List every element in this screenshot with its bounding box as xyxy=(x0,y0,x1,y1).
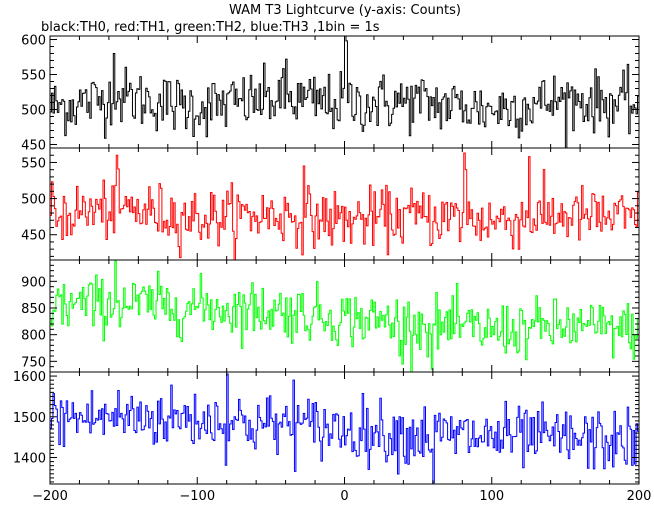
panel-th2: 750 800 850 900 xyxy=(21,259,640,373)
x-tick-label: 200 xyxy=(627,489,652,504)
x-tick-label: 100 xyxy=(479,489,504,504)
x-axis: −200 −100 0 100 200 xyxy=(32,489,651,504)
chart-title: WAM T3 Lightcurve (y-axis: Counts) xyxy=(229,3,461,18)
y-tick-label: 600 xyxy=(21,34,46,49)
x-tick-label: −100 xyxy=(179,489,215,504)
series-line-th3 xyxy=(50,373,639,484)
panel-frame xyxy=(49,259,640,373)
y-tick-label: 500 xyxy=(21,104,46,119)
chart-subtitle: black:TH0, red:TH1, green:TH2, blue:TH3 … xyxy=(41,20,380,35)
series-line-th2 xyxy=(50,260,639,372)
y-tick-label: 1400 xyxy=(13,452,46,467)
series-line-th1 xyxy=(50,152,639,260)
y-tick-label: 500 xyxy=(21,193,46,208)
panel-th3: 1400 1500 1600 xyxy=(13,370,640,485)
y-tick-label: 900 xyxy=(21,275,46,290)
y-tick-label: 550 xyxy=(21,156,46,171)
y-tick-label: 800 xyxy=(21,329,46,344)
y-tick-label: 750 xyxy=(21,355,46,370)
panel-th1: 450 500 550 xyxy=(21,147,640,261)
y-tick-label: 550 xyxy=(21,69,46,84)
panels-layer: 450 500 550 600 450 500 550 750 800 850 900 1400 150… xyxy=(13,34,640,485)
y-tick-label: 450 xyxy=(21,229,46,244)
y-tick-label: 1600 xyxy=(13,370,46,385)
y-tick-label: 850 xyxy=(21,302,46,317)
x-tick-label: −200 xyxy=(32,489,68,504)
x-tick-label: 0 xyxy=(340,489,348,504)
series-line-th0 xyxy=(50,36,639,148)
y-tick-label: 450 xyxy=(21,139,46,154)
y-tick-label: 1500 xyxy=(13,411,46,426)
panel-th0: 450 500 550 600 xyxy=(21,34,640,154)
